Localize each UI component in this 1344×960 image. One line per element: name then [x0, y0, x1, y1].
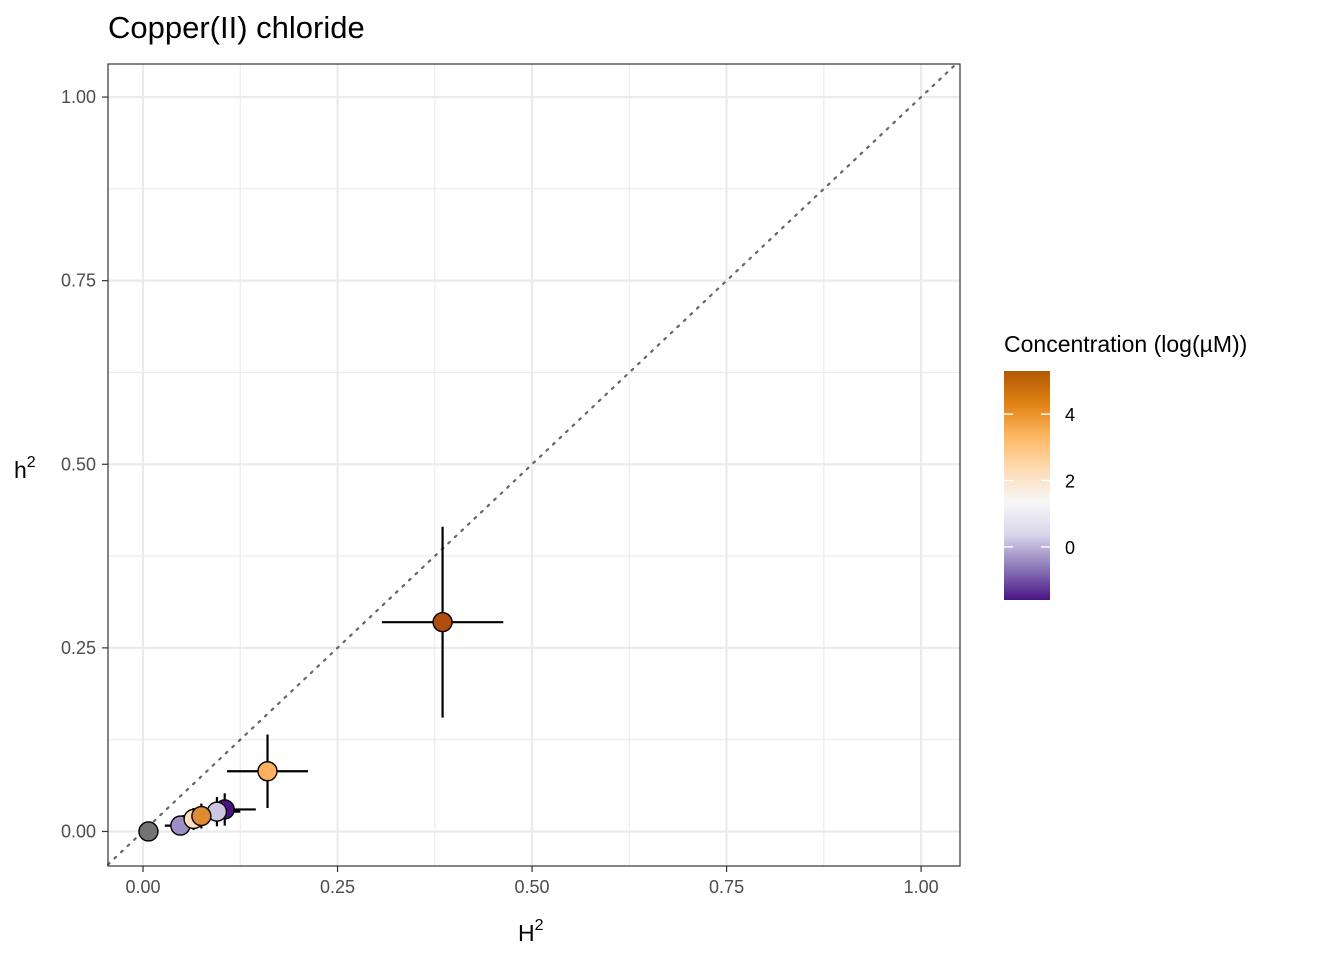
x-tick-label: 0.75: [709, 877, 744, 897]
scatter-point: [432, 611, 453, 633]
y-axis-title-base: h: [14, 457, 27, 483]
x-axis-title-base: H: [518, 920, 535, 946]
colorbar-tick-label: 0: [1065, 538, 1075, 558]
y-axis-ticks: 0.00 0.25 0.50 0.75 1.00: [61, 87, 108, 841]
chart-title: Copper(II) chloride: [108, 10, 365, 45]
plot-panel-border: [107, 63, 961, 867]
colorbar-tick-label: 4: [1065, 405, 1075, 425]
legend-title: Concentration (log(µM)): [1004, 331, 1247, 357]
x-tick-label: 0.25: [320, 877, 355, 897]
x-axis-title: H2: [518, 917, 544, 946]
scatter-point: [138, 821, 159, 842]
legend-colorbar: [1004, 371, 1050, 600]
y-axis-title-superscript: 2: [27, 454, 36, 471]
x-axis-title-superscript: 2: [535, 917, 544, 934]
major-gridlines: [108, 64, 960, 866]
x-tick-label: 0.00: [125, 877, 160, 897]
identity-line: [106, 62, 958, 866]
y-tick-label: 0.00: [61, 821, 96, 841]
scatter-point: [191, 805, 212, 827]
y-tick-label: 0.25: [61, 638, 96, 658]
identity-reference-line: [106, 62, 958, 866]
y-tick-label: 0.75: [61, 271, 96, 291]
legend-colorbar-ticks: 0 2 4: [1004, 405, 1075, 558]
y-tick-label: 1.00: [61, 87, 96, 107]
colorbar-tick-label: 2: [1065, 472, 1075, 492]
data-points: [138, 611, 453, 842]
x-axis-ticks: 0.00 0.25 0.50 0.75 1.00: [125, 866, 939, 897]
x-tick-label: 1.00: [904, 877, 939, 897]
scatter-point: [257, 761, 278, 782]
y-tick-label: 0.50: [61, 454, 96, 474]
y-axis-title: h2: [14, 454, 36, 483]
x-tick-label: 0.50: [515, 877, 550, 897]
